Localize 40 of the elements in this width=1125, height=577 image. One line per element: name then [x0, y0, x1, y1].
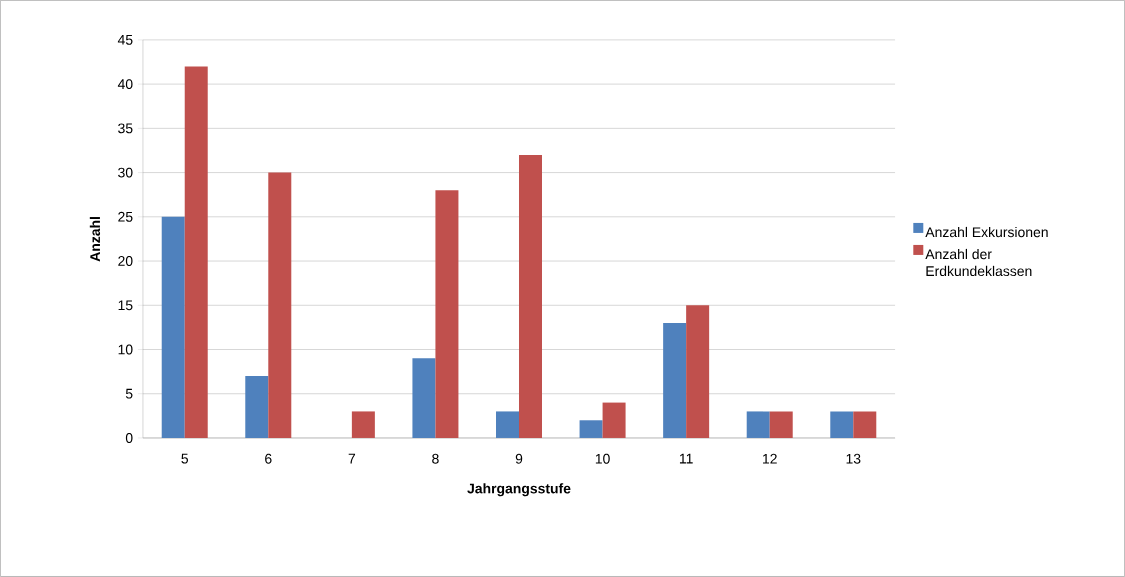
- y-axis-title: Anzahl: [89, 217, 101, 262]
- bar: [412, 358, 436, 439]
- bar: [268, 172, 292, 439]
- x-tick-label: 10: [595, 453, 610, 464]
- y-tick-label: 5: [125, 388, 133, 399]
- bar: [663, 323, 687, 439]
- y-tick-label: 40: [117, 79, 133, 90]
- y-tick-label: 10: [118, 344, 133, 355]
- legend-label: Anzahl der Erdkundeklassen: [925, 248, 1032, 277]
- bar: [686, 305, 710, 439]
- legend-label: Anzahl Exkursionen: [925, 226, 1048, 238]
- bar: [161, 216, 185, 439]
- y-tick-label: 45: [117, 35, 133, 45]
- x-tick-label: 7: [348, 453, 356, 464]
- bar: [351, 411, 375, 439]
- x-tick-label: 13: [846, 453, 861, 464]
- bar: [853, 411, 877, 439]
- x-tick-label: 12: [763, 453, 777, 464]
- bar: [519, 154, 542, 439]
- bar: [769, 411, 793, 439]
- bar: [496, 411, 519, 439]
- y-tick-label: 20: [118, 256, 133, 267]
- y-tick-label: 25: [118, 211, 133, 222]
- x-tick-label: 9: [515, 453, 523, 464]
- bar: [579, 420, 603, 439]
- x-tick-label: 11: [679, 453, 693, 464]
- bar: [602, 402, 626, 439]
- y-tick-label: 15: [118, 300, 133, 311]
- y-tick-label: 30: [118, 167, 133, 178]
- y-tick-label: 0: [125, 433, 133, 443]
- bar: [245, 376, 269, 439]
- x-axis-title: Jahrgangsstufe: [467, 483, 571, 497]
- x-tick-label: 6: [265, 453, 272, 464]
- y-tick-label: 35: [118, 123, 133, 134]
- bar: [435, 190, 459, 439]
- bar: [746, 411, 770, 439]
- x-tick-label: 8: [432, 453, 439, 464]
- bar: [184, 66, 208, 439]
- x-tick-label: 5: [181, 453, 189, 464]
- bar: [830, 411, 854, 439]
